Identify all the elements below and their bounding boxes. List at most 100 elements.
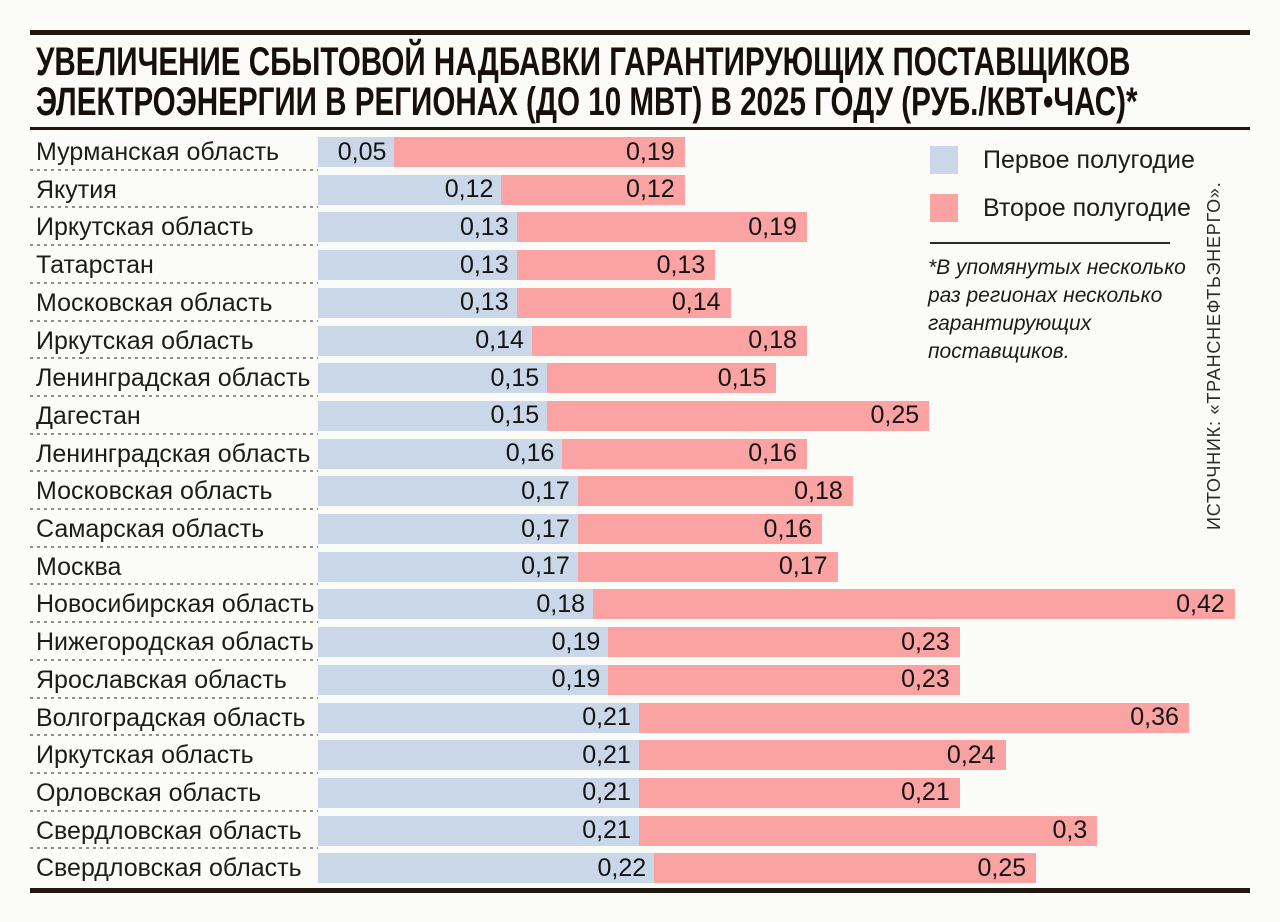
region-label: Иркутская область [36, 213, 254, 242]
bar-first-half: 0,19 [318, 627, 609, 658]
bar-group: 0,17 0,16 [318, 514, 823, 545]
bar-first-half: 0,17 [318, 476, 578, 507]
bar-first-half: 0,13 [318, 287, 517, 318]
bottom-rule [30, 888, 1250, 893]
value-label: 0,24 [946, 740, 996, 769]
bar-first-half: 0,22 [318, 853, 655, 884]
footnote: *В упомянутых несколько раз регионах неск… [928, 254, 1198, 366]
legend-divider [930, 242, 1170, 244]
chart-row: Иркутская область 0,13 0,19 [30, 208, 1250, 246]
value-label: 0,17 [521, 514, 570, 543]
bar-group: 0,21 0,24 [318, 740, 1006, 771]
value-label: 0,19 [626, 137, 675, 166]
bar-second-half: 0,23 [608, 664, 960, 695]
value-label: 0,16 [748, 439, 797, 468]
region-label: Орловская область [36, 778, 262, 807]
value-label: 0,15 [490, 401, 540, 430]
region-label: Самарская область [36, 515, 265, 544]
bar-first-half: 0,13 [318, 212, 517, 243]
bar-first-half: 0,16 [318, 438, 563, 469]
legend-swatch-blue-icon [930, 146, 958, 174]
legend-swatch-pink-icon [930, 194, 958, 222]
chart-title-line1: УВЕЛИЧЕНИЕ СБЫТОВОЙ НАДБАВКИ ГАРАНТИРУЮЩ… [36, 40, 1131, 84]
legend-item-second-half: Второе полугодие [930, 194, 1195, 222]
bar-second-half: 0,17 [577, 551, 838, 582]
region-label: Иркутская область [36, 741, 254, 770]
chart-row: Иркутская область 0,21 0,24 [30, 736, 1250, 774]
bar-group: 0,13 0,19 [318, 212, 807, 243]
chart-row: Самарская область 0,17 0,16 [30, 510, 1250, 548]
bar-group: 0,15 0,15 [318, 363, 777, 394]
region-label: Ленинградская область [36, 364, 311, 393]
chart-row: Орловская область 0,21 0,21 [30, 774, 1250, 812]
bar-second-half: 0,13 [516, 250, 716, 281]
top-rule [30, 30, 1250, 35]
bar-first-half: 0,13 [318, 250, 517, 281]
bar-second-half: 0,16 [562, 438, 807, 469]
legend-item-first-half: Первое полугодие [930, 146, 1195, 174]
bar-second-half: 0,14 [516, 287, 731, 318]
value-label: 0,14 [475, 326, 524, 355]
bar-first-half: 0,21 [318, 702, 639, 733]
value-label: 0,21 [582, 778, 631, 807]
chart-row: Татарстан 0,13 0,13 [30, 246, 1250, 284]
value-label: 0,19 [748, 212, 797, 241]
value-label: 0,23 [901, 627, 950, 656]
region-label: Волгоградская область [36, 703, 306, 732]
bar-group: 0,21 0,21 [318, 777, 960, 808]
chart-row: Москва 0,17 0,17 [30, 548, 1250, 586]
chart-title-line2: ЭЛЕКТРОЭНЕРГИИ В РЕГИОНАХ (ДО 10 МВТ) В … [36, 80, 1138, 124]
bar-first-half: 0,15 [318, 363, 548, 394]
chart-row: Мурманская область 0,05 0,19 [30, 133, 1250, 171]
bar-first-half: 0,21 [318, 777, 639, 808]
source-credit: ИСТОЧНИК: «ТРАНСНЕФТЬЭНЕРГО». [1204, 181, 1224, 530]
value-label: 0,15 [490, 363, 540, 392]
bar-second-half: 0,36 [638, 702, 1189, 733]
bar-second-half: 0,42 [593, 589, 1235, 620]
region-label: Свердловская область [36, 854, 302, 883]
value-label: 0,19 [551, 627, 601, 656]
value-label: 0,13 [459, 250, 509, 279]
region-label: Новосибирская область [36, 590, 315, 619]
value-label: 0,13 [656, 250, 706, 279]
value-label: 0,3 [1052, 816, 1088, 845]
bar-group: 0,22 0,25 [318, 853, 1037, 884]
chart-row: Новосибирская область 0,18 0,42 [30, 585, 1250, 623]
bar-group: 0,13 0,13 [318, 250, 716, 281]
chart-row: Ярославская область 0,19 0,23 [30, 661, 1250, 699]
value-label: 0,23 [901, 665, 950, 694]
bar-second-half: 0,15 [547, 363, 777, 394]
bar-first-half: 0,17 [318, 551, 578, 582]
bar-second-half: 0,25 [654, 853, 1037, 884]
bar-second-half: 0,16 [577, 514, 823, 545]
region-label: Дагестан [36, 401, 141, 430]
bar-group: 0,17 0,17 [318, 551, 838, 582]
legend-label-first-half: Первое полугодие [983, 145, 1195, 174]
footnote-line: поставщиков. [928, 340, 1070, 363]
value-label: 0,16 [763, 514, 813, 543]
bar-second-half: 0,19 [394, 137, 685, 167]
chart-row: Дагестан 0,15 0,25 [30, 397, 1250, 435]
bar-first-half: 0,21 [318, 740, 639, 771]
bar-group: 0,19 0,23 [318, 664, 960, 695]
region-label: Якутия [36, 175, 117, 204]
footnote-line: раз регионах несколько [928, 284, 1163, 307]
chart-row: Свердловская область 0,21 0,3 [30, 812, 1250, 850]
bar-group: 0,21 0,36 [318, 702, 1189, 733]
chart-row: Якутия 0,12 0,12 [30, 171, 1250, 209]
bar-second-half: 0,23 [608, 627, 960, 658]
value-label: 0,21 [901, 778, 950, 807]
chart-row: Московская область 0,13 0,14 [30, 284, 1250, 322]
bar-second-half: 0,12 [501, 174, 685, 205]
chart-rows: Мурманская область 0,05 0,19 Якутия 0,12 0,12… [30, 133, 1250, 887]
value-label: 0,25 [977, 853, 1027, 882]
bar-first-half: 0,19 [318, 664, 609, 695]
region-label: Ярославская область [36, 665, 287, 694]
value-label: 0,22 [597, 853, 647, 882]
footnote-line: гарантирующих [928, 312, 1092, 335]
bar-second-half: 0,19 [516, 212, 807, 243]
title-divider-rule [30, 127, 1250, 130]
region-label: Свердловская область [36, 816, 302, 845]
value-label: 0,21 [582, 703, 631, 732]
